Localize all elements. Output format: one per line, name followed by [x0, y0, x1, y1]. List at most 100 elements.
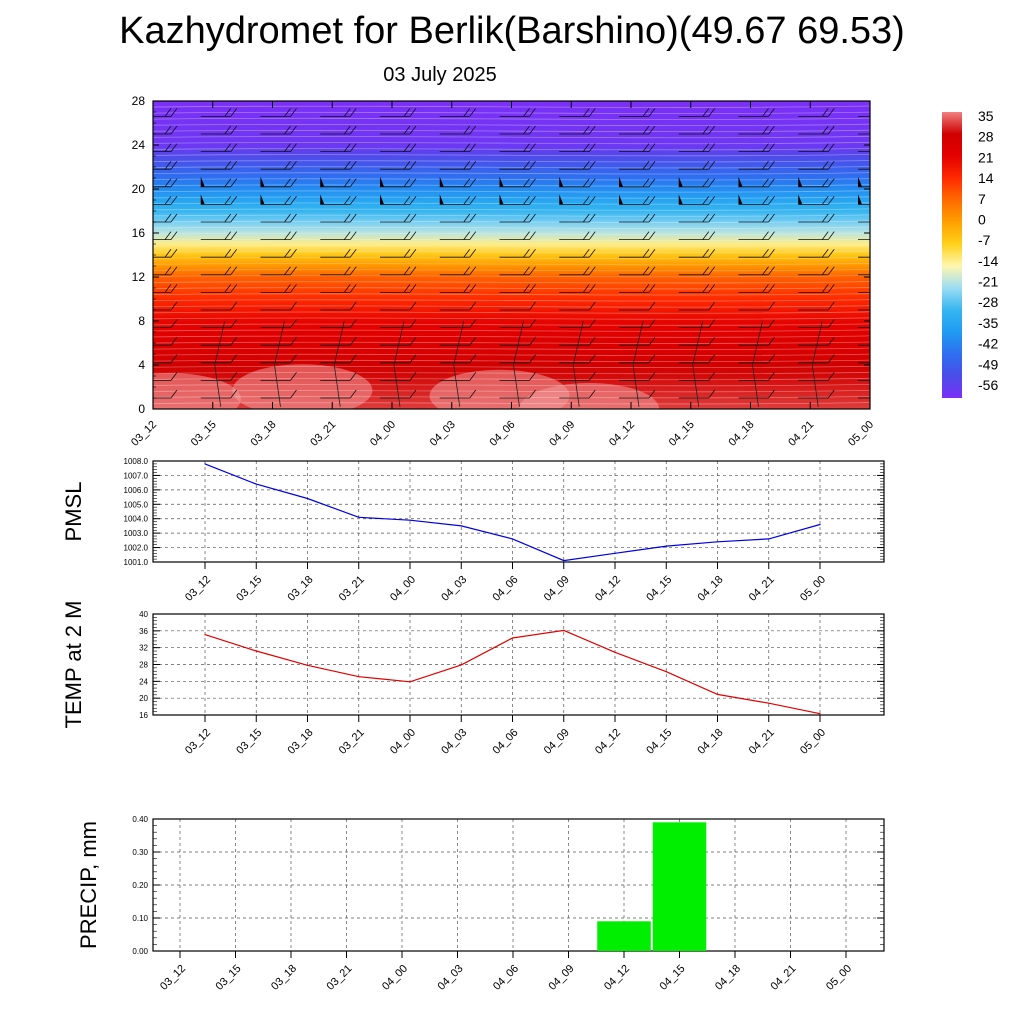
wind-barb — [738, 194, 775, 205]
x-tick-label: 05_00 — [798, 574, 828, 604]
wind-barb — [678, 160, 716, 170]
x-tick-label: 04_00 — [388, 727, 418, 757]
wind-barb — [858, 327, 870, 329]
wind-barb — [619, 194, 656, 205]
wind-barb-low — [692, 320, 704, 407]
colorbar-label: 21 — [978, 149, 994, 165]
wind-barb-low — [752, 320, 763, 407]
wind-barb — [260, 160, 297, 170]
wind-barb — [738, 176, 775, 188]
wind-barb — [320, 266, 357, 276]
wind-barb — [320, 194, 357, 205]
data-point — [819, 523, 821, 526]
y-tick-label: 0.20 — [132, 881, 148, 890]
wind-barb — [439, 213, 477, 223]
isotherm-line — [153, 402, 870, 405]
wind-barb — [738, 213, 775, 223]
wind-barb — [619, 336, 656, 346]
data-point — [716, 693, 719, 695]
x-tick-label: 04_12 — [607, 419, 637, 449]
x-tick-label: 04_12 — [593, 727, 623, 757]
data-point — [511, 637, 514, 639]
wind-barb — [260, 194, 297, 205]
isotherm-line — [153, 117, 870, 120]
x-tick-label: 03_21 — [337, 727, 367, 757]
colorbar-label: -28 — [978, 294, 998, 310]
x-tick-label: 04_12 — [593, 574, 623, 604]
wind-barb — [260, 336, 297, 346]
isotherm-line — [153, 135, 870, 139]
wind-barb — [153, 372, 178, 381]
pmsl-panel: 1001.0 1002.0 1003.0 1004.0 1005.0 1006.0 1007… — [61, 457, 885, 604]
wind-barb — [153, 266, 178, 276]
wind-barb — [320, 176, 357, 188]
wind-barb — [260, 354, 297, 364]
wind-barb — [499, 176, 536, 188]
wind-barb — [798, 284, 835, 293]
wind-barb — [439, 108, 477, 117]
wind-barb — [200, 108, 238, 117]
wind-barb — [260, 213, 297, 223]
y-tick-label: 1003.0 — [124, 529, 149, 538]
colorbar-label: -35 — [978, 315, 998, 331]
wind-barb — [439, 143, 477, 153]
precip-panel: 0.00 0.10 0.20 0.30 0.40 03_12 03_15 03_18 03_21… — [76, 815, 885, 993]
x-tick-label: 03_15 — [234, 574, 264, 604]
wind-barb — [439, 194, 477, 205]
wind-barb-low — [572, 320, 584, 407]
isotherm-line — [153, 365, 870, 369]
wind-barb — [559, 108, 596, 117]
wind-barb — [858, 221, 870, 223]
wind-barb — [200, 176, 238, 188]
data-point — [665, 671, 667, 673]
x-tick-label: 05_00 — [798, 727, 828, 757]
isotherm-line — [153, 371, 870, 375]
isotherm-line — [153, 166, 870, 169]
wind-barb — [320, 354, 357, 364]
wind-barb — [559, 354, 596, 364]
data-point — [511, 538, 514, 540]
wind-barb — [798, 194, 835, 205]
x-tick-label: 04_18 — [696, 574, 726, 604]
wind-barb — [380, 319, 417, 329]
wind-barb — [260, 176, 297, 188]
y-tick-label: 40 — [139, 610, 148, 619]
isotherm-line — [153, 335, 870, 338]
wind-barb — [559, 213, 596, 223]
wind-barb — [738, 354, 775, 364]
y-tick-label: 20 — [132, 182, 146, 196]
isotherm-line — [153, 190, 870, 193]
wind-barb — [200, 125, 238, 135]
wind-barb — [499, 194, 536, 205]
wind-barb — [153, 108, 178, 117]
isotherm-line — [153, 196, 870, 199]
x-tick-label: 04_03 — [436, 963, 466, 993]
wind-barb-low — [453, 320, 465, 407]
x-tick-label: 04_18 — [727, 419, 757, 449]
wind-barb — [738, 143, 775, 153]
colorbar-label: -49 — [978, 356, 998, 372]
wind-barb — [200, 354, 238, 364]
isotherm-line — [153, 154, 870, 157]
wind-barb — [798, 160, 835, 170]
x-tick-label: 03_21 — [325, 963, 355, 993]
y-tick-label: 8 — [138, 314, 145, 328]
wind-barb — [858, 274, 870, 276]
wind-barb — [499, 354, 536, 364]
x-tick-label: 04_06 — [491, 727, 521, 757]
wind-barb — [153, 336, 178, 346]
wind-barb — [380, 160, 417, 170]
wind-barb — [858, 344, 870, 346]
wind-barb — [678, 176, 716, 188]
x-tick-label: 04_09 — [542, 727, 572, 757]
isotherm-line — [153, 293, 870, 296]
wind-barb — [200, 213, 238, 223]
isotherm-line — [153, 105, 870, 108]
isotherm-line — [153, 353, 870, 356]
x-tick-label: 04_09 — [542, 574, 572, 604]
x-tick-label: 04_15 — [644, 727, 674, 757]
wind-barb — [858, 176, 870, 188]
x-tick-label: 05_00 — [846, 419, 876, 449]
isotherm-line — [153, 305, 870, 308]
